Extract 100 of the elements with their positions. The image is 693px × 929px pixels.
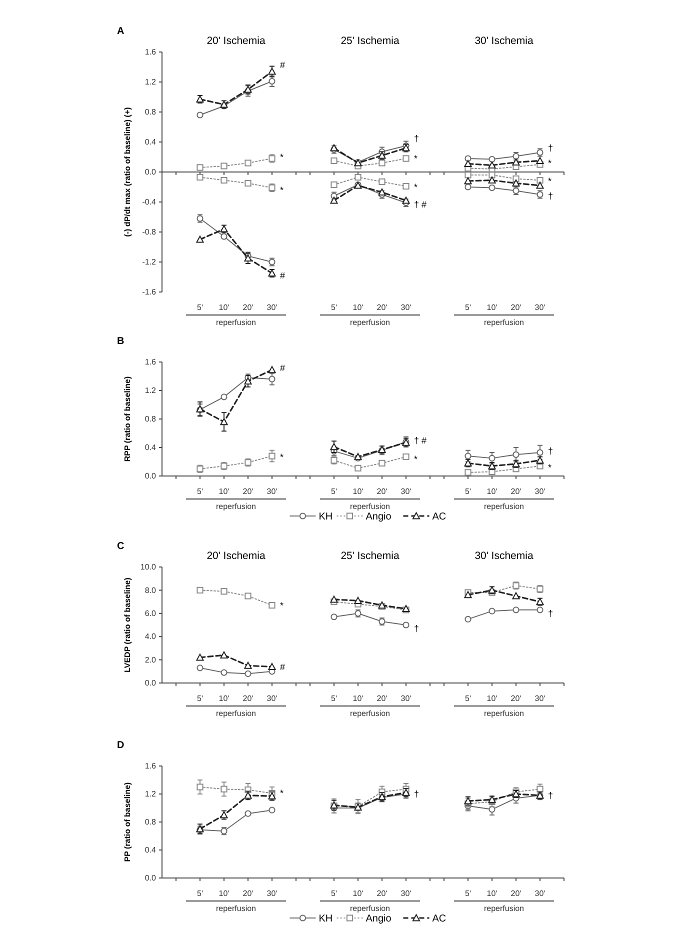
x-tick-label: 5' (331, 303, 338, 312)
x-tick-label: 20' (376, 889, 388, 898)
chart-title: 20' Ischemia (206, 550, 266, 562)
x-tick-label: 30' (400, 303, 412, 312)
annotation: # (280, 270, 286, 281)
chart-title: 30' Ischemia (474, 35, 534, 47)
y-tick-label: 0.0 (144, 874, 157, 883)
y-tick-label: 0.0 (144, 678, 157, 688)
x-tick-label: 20' (510, 487, 522, 496)
x-tick-label: 10' (218, 889, 230, 898)
annotation: # (280, 662, 286, 672)
chart-title: 20' Ischemia (206, 35, 266, 47)
x-tick-label: 5' (197, 694, 204, 703)
annotation: * (548, 176, 552, 186)
x-axis-title: reperfusion (350, 904, 390, 913)
x-axis-title: reperfusion (350, 318, 390, 327)
x-tick-label: 30' (534, 889, 546, 898)
x-tick-label: 30' (266, 889, 278, 898)
x-tick-label: 20' (510, 303, 522, 312)
chart-title: 25' Ischemia (340, 35, 400, 47)
annotation: † # (414, 199, 427, 210)
annotation: † (414, 789, 420, 800)
x-tick-label: 20' (242, 487, 254, 496)
y-tick-label: -1.6 (142, 288, 157, 297)
x-tick-label: 5' (331, 487, 338, 496)
x-tick-label: 20' (510, 889, 522, 898)
y-tick-label: 10.0 (140, 562, 157, 572)
x-tick-label: 20' (376, 487, 388, 496)
y-tick-label: 8.0 (144, 586, 157, 595)
y-tick-label: 0.4 (144, 138, 157, 147)
x-tick-label: 30' (534, 303, 546, 312)
x-tick-label: 30' (534, 487, 546, 496)
annotation: † (548, 790, 554, 801)
y-axis-title: PP (ratio of baseline) (123, 782, 132, 862)
x-axis-title: reperfusion (216, 318, 256, 327)
x-tick-label: 5' (197, 487, 204, 496)
x-tick-label: 5' (197, 303, 204, 312)
annotation: † (414, 133, 420, 144)
annotation: * (414, 154, 418, 164)
x-tick-label: 20' (242, 303, 254, 312)
x-tick-label: 10' (218, 303, 230, 312)
annotation: * (280, 185, 284, 196)
legend-label: Angio (366, 512, 392, 522)
x-axis-title: reperfusion (484, 318, 524, 327)
legend-label: AC (432, 512, 446, 522)
x-tick-label: 20' (510, 694, 522, 703)
y-tick-label: 1.2 (144, 78, 157, 87)
x-tick-label: 10' (352, 487, 364, 496)
text: D (117, 740, 124, 751)
x-axis-title: reperfusion (350, 502, 390, 511)
annotation: * (548, 462, 552, 473)
text: C (117, 541, 124, 552)
x-tick-label: 10' (486, 889, 498, 898)
annotation: * (280, 452, 284, 462)
annotation: † (548, 608, 554, 619)
x-tick-label: 20' (376, 303, 388, 312)
y-tick-label: 1.6 (144, 358, 157, 367)
x-axis-title: reperfusion (484, 709, 524, 718)
legend-label: KH (318, 512, 333, 522)
x-tick-label: 20' (242, 889, 254, 898)
x-axis-title: reperfusion (484, 904, 524, 913)
x-tick-label: 10' (486, 487, 498, 496)
y-tick-label: 0.0 (144, 168, 157, 177)
x-tick-label: 10' (218, 694, 230, 703)
x-tick-label: 10' (218, 487, 230, 496)
text: A (117, 26, 124, 37)
x-tick-label: 30' (266, 303, 278, 312)
y-tick-label: -0.8 (142, 228, 157, 237)
x-tick-label: 5' (465, 694, 472, 703)
x-tick-label: 30' (400, 889, 412, 898)
x-tick-label: 5' (465, 889, 472, 898)
y-axis-title: RPP (ratio of baseline) (123, 376, 132, 462)
x-tick-label: 10' (352, 889, 364, 898)
y-tick-label: -0.4 (142, 198, 157, 207)
x-axis-title: reperfusion (484, 502, 524, 511)
annotation: † # (414, 436, 427, 446)
y-tick-label: 6.0 (144, 608, 157, 618)
y-tick-label: 1.2 (144, 790, 157, 799)
y-tick-label: 1.6 (144, 762, 157, 771)
y-tick-label: 1.6 (144, 48, 157, 57)
x-tick-label: 5' (331, 889, 338, 898)
annotation: * (280, 788, 284, 798)
y-axis-title: (-) dP/dt max (ratio of baseline) (+) (123, 106, 132, 237)
annotation: # (280, 362, 286, 373)
legend-label: AC (432, 914, 446, 924)
annotation: * (280, 600, 284, 610)
text: B (117, 336, 124, 347)
legend-label: Angio (366, 914, 392, 924)
x-tick-label: 10' (486, 303, 498, 312)
y-tick-label: 1.2 (144, 386, 157, 396)
legend-label: KH (318, 914, 333, 924)
annotation: * (414, 454, 418, 464)
chart-title: 30' Ischemia (474, 550, 534, 562)
y-axis-title: LVEDP (ratio of baseline) (123, 577, 132, 672)
y-tick-label: 0.4 (144, 443, 157, 452)
x-tick-label: 5' (465, 303, 472, 312)
x-axis-title: reperfusion (216, 502, 256, 511)
chart-title: 25' Ischemia (340, 550, 400, 562)
annotation: * (280, 152, 284, 162)
x-tick-label: 30' (266, 694, 278, 703)
